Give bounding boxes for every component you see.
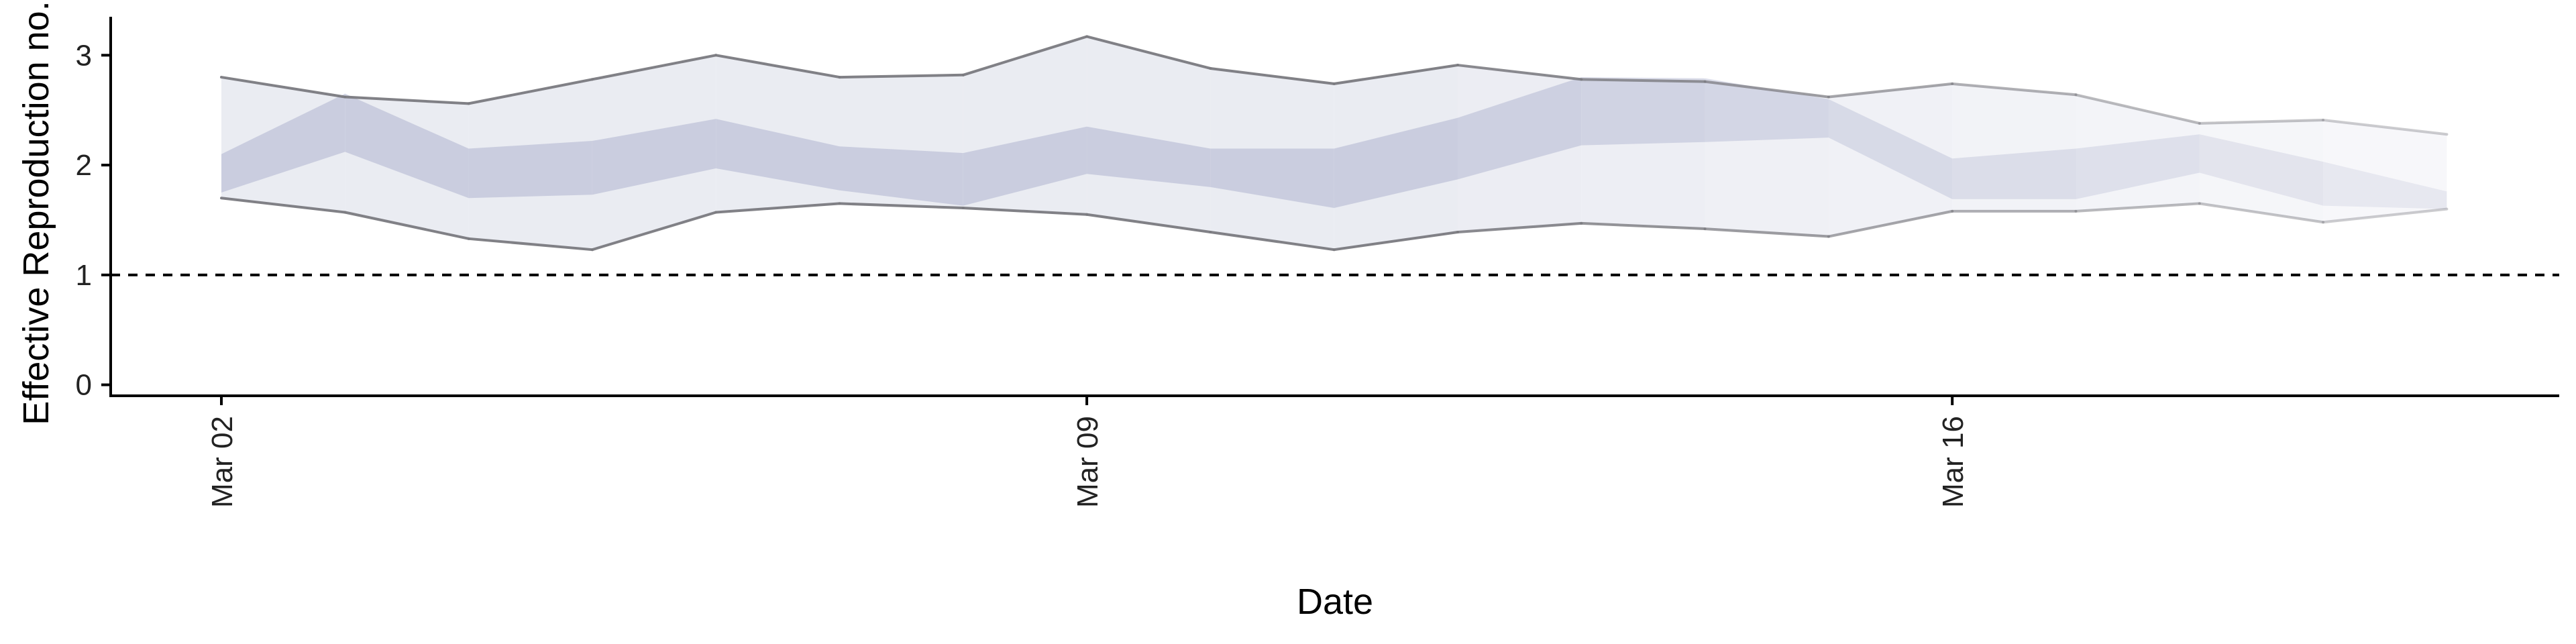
x-axis-ticks: Mar 02 Mar 09 Mar 16 (206, 396, 1970, 508)
x-tick-label: Mar 09 (1071, 416, 1104, 508)
interval-bands (221, 36, 2447, 250)
inner-band-segment (2199, 134, 2324, 206)
outer-upper-line-segment (2322, 118, 2449, 136)
inner-band-segment (2076, 134, 2200, 199)
inner-band-segment (1828, 99, 1953, 199)
inner-band-segment (1581, 77, 1705, 146)
outer-lower-line-segment (1827, 209, 1954, 238)
outer-upper-line-segment (2074, 93, 2201, 125)
outer-lower-line-segment (467, 237, 594, 252)
y-tick-label: 3 (76, 39, 92, 72)
outer-band-segment (1952, 83, 2076, 211)
y-tick-label: 0 (76, 369, 92, 402)
outer-upper-line-segment (714, 54, 841, 79)
outer-upper-line-segment (1085, 35, 1212, 70)
outer-lower-line-segment (2198, 202, 2325, 224)
outer-upper-line-segment (343, 95, 470, 105)
outer-lower-line-segment (1085, 213, 1212, 233)
y-tick-label: 1 (76, 259, 92, 292)
outer-upper-line-segment (1332, 64, 1459, 85)
outer-lower-line-segment (590, 211, 718, 252)
y-tick-label: 2 (76, 149, 92, 182)
outer-band-segment (2323, 119, 2447, 223)
x-tick-label: Mar 16 (1937, 416, 1970, 508)
inner-band-segment (1087, 126, 1211, 187)
inner-band-segment (1334, 117, 1458, 208)
outer-lower-line-segment (1456, 221, 1583, 233)
outer-upper-line-segment (1209, 66, 1336, 85)
inner-band-segment (963, 126, 1087, 206)
y-axis-title: Effective Reproduction no. (16, 1, 56, 425)
outer-upper-line-segment (2198, 118, 2325, 125)
outer-lower-line-segment (1580, 221, 1707, 231)
outer-lower-line-segment (2074, 202, 2201, 213)
inner-band-segment (1952, 148, 2076, 199)
axes (109, 17, 2559, 397)
inner-band-segment (716, 119, 840, 191)
outer-upper-line-segment (1827, 82, 1954, 99)
x-tick-label: Mar 02 (206, 416, 239, 508)
y-axis-ticks: 0 1 2 3 (76, 39, 111, 402)
outer-lower-line-segment (1332, 230, 1459, 252)
outer-band-segment (2076, 95, 2200, 211)
outer-band-segment (1828, 83, 1953, 237)
outer-upper-line-segment (467, 78, 594, 105)
outer-lower-line-segment (1703, 227, 1830, 238)
inner-band-segment (345, 93, 469, 199)
outer-lower-line-segment (343, 211, 470, 240)
inner-band-segment (221, 93, 345, 193)
inner-band-segment (592, 119, 716, 195)
inner-band-segment (839, 146, 963, 206)
outer-upper-line-segment (1951, 82, 2078, 97)
outer-lower-line-segment (220, 197, 347, 214)
inner-band-segment (1705, 78, 1829, 142)
outer-upper-line-segment (1703, 80, 1830, 99)
outer-upper-line-segment (961, 35, 1089, 76)
outer-lower-line-segment (1209, 230, 1336, 252)
outer-lower-line-segment (838, 202, 965, 209)
inner-band-segment (468, 141, 592, 199)
inner-band-segment (2323, 162, 2447, 209)
outer-lower-line-segment (2322, 207, 2449, 224)
outer-lower-line-segment (714, 202, 841, 214)
interval-bound-lines (220, 35, 2449, 252)
inner-band-segment (1210, 148, 1334, 208)
outer-lower-line-segment (961, 206, 1089, 216)
inner-band-segment (1458, 77, 1582, 180)
outer-upper-line-segment (1456, 64, 1583, 81)
x-axis-title: Date (1297, 582, 1373, 622)
outer-upper-line-segment (590, 54, 718, 81)
outer-upper-line-segment (220, 76, 347, 99)
outer-band-segment (1705, 81, 1829, 237)
outer-band-segment (2199, 119, 2324, 223)
outer-upper-line-segment (1580, 78, 1707, 83)
outer-upper-line-segment (838, 73, 965, 79)
